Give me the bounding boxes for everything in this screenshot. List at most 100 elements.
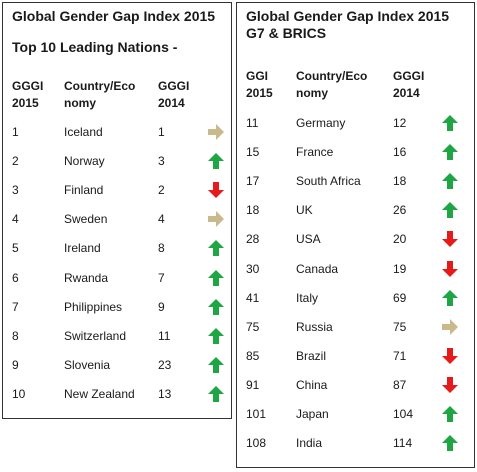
header-country-line2: nomy xyxy=(64,96,97,110)
rank-2014-cell: 16 xyxy=(393,145,407,160)
table-row: 11 Germany 12 xyxy=(237,112,474,134)
rank-2014-cell: 4 xyxy=(158,212,165,227)
arrow-down-icon xyxy=(208,182,224,199)
country-cell: Canada xyxy=(296,261,339,276)
table-row: 9 Slovenia 23 xyxy=(3,354,231,376)
rank-2014-cell: 11 xyxy=(158,328,171,343)
arrow-up-icon xyxy=(208,269,224,286)
table-row: 8 Switzerland 11 xyxy=(3,325,231,347)
country-cell: Ireland xyxy=(64,241,101,256)
arrow-up-icon xyxy=(208,356,224,373)
arrow-up-icon xyxy=(208,298,224,315)
g7-brics-title-line1: Global Gender Gap Index 2015 xyxy=(246,8,450,24)
arrow-down-icon xyxy=(442,260,458,277)
arrow-up-icon xyxy=(442,173,458,190)
table-row: 6 Rwanda 7 xyxy=(3,267,231,289)
arrow-up-icon xyxy=(208,240,224,257)
table-row: 30 Canada 19 xyxy=(237,258,474,280)
table-row: 15 France 16 xyxy=(237,141,474,163)
header-gggi-2015-line2: 2015 xyxy=(12,96,39,110)
rank-2015-cell: 2 xyxy=(12,154,19,169)
table-row: 41 Italy 69 xyxy=(237,287,474,309)
country-cell: Italy xyxy=(296,290,319,305)
table-row: 17 South Africa 18 xyxy=(237,170,474,192)
rank-2014-cell: 9 xyxy=(158,299,165,314)
arrow-right-icon xyxy=(442,318,458,335)
rank-2014-cell: 87 xyxy=(393,377,407,392)
country-cell: Philippines xyxy=(64,299,123,314)
rank-2015-cell: 15 xyxy=(246,145,260,160)
top10-panel: Global Gender Gap Index 2015 Top 10 Lead… xyxy=(2,2,232,419)
country-cell: New Zealand xyxy=(64,386,135,401)
country-cell: Slovenia xyxy=(64,357,111,372)
rank-2014-cell: 23 xyxy=(158,357,172,372)
rank-2014-cell: 7 xyxy=(158,270,165,285)
rank-2015-cell: 91 xyxy=(246,377,260,392)
top10-title-line2: Top 10 Leading Nations - xyxy=(12,39,178,55)
rank-2015-cell: 41 xyxy=(246,290,260,305)
arrow-up-icon xyxy=(208,153,224,170)
rank-2015-cell: 7 xyxy=(12,299,19,314)
rank-2014-cell: 75 xyxy=(393,319,407,334)
header-country-line2: nomy xyxy=(296,86,329,100)
header-gggi-2014-line2: 2014 xyxy=(158,96,185,110)
rank-2014-cell: 104 xyxy=(393,407,414,421)
table-row: 10 New Zealand 13 xyxy=(3,383,231,405)
arrow-up-icon xyxy=(442,115,458,131)
rank-2014-cell: 69 xyxy=(393,290,407,305)
table-row: 4 Sweden 4 xyxy=(3,208,231,230)
arrow-up-icon xyxy=(442,202,458,219)
header-gggi-2014-line2: 2014 xyxy=(393,86,420,100)
country-cell: Iceland xyxy=(64,125,103,139)
arrow-up-icon xyxy=(442,144,458,161)
rank-2015-cell: 10 xyxy=(12,386,26,401)
country-cell: Japan xyxy=(296,407,329,421)
rank-2015-cell: 17 xyxy=(246,174,260,189)
rank-2015-cell: 108 xyxy=(246,436,267,451)
arrow-up-icon xyxy=(208,327,224,344)
header-country-line1: Country/Eco xyxy=(296,69,368,83)
country-cell: Brazil xyxy=(296,348,327,363)
rank-2014-cell: 3 xyxy=(158,154,165,169)
table-row: 2 Norway 3 xyxy=(3,150,231,172)
rank-2014-cell: 18 xyxy=(393,174,407,189)
rank-2015-cell: 8 xyxy=(12,328,19,343)
table-row: 5 Ireland 8 xyxy=(3,237,231,259)
table-row: 18 UK 26 xyxy=(237,199,474,221)
arrow-down-icon xyxy=(442,347,458,364)
arrow-right-icon xyxy=(208,211,224,228)
country-cell: Switzerland xyxy=(64,328,127,343)
country-cell: UK xyxy=(296,203,313,218)
table-row: 108 India 114 xyxy=(237,432,474,454)
table-row: 101 Japan 104 xyxy=(237,403,474,425)
arrow-down-icon xyxy=(442,376,458,393)
rank-2015-cell: 5 xyxy=(12,241,19,256)
header-gggi-2014-line1: GGGI xyxy=(393,69,425,83)
rank-2015-cell: 101 xyxy=(246,407,267,421)
rank-2015-cell: 9 xyxy=(12,357,19,372)
rank-2014-cell: 13 xyxy=(158,386,172,401)
header-ggi-2015-line2: 2015 xyxy=(246,86,273,100)
rank-2014-cell: 114 xyxy=(393,436,413,451)
header-country-line1: Country/Eco xyxy=(64,79,136,93)
rank-2015-cell: 85 xyxy=(246,348,260,363)
rank-2015-cell: 3 xyxy=(12,183,19,198)
country-cell: Germany xyxy=(296,116,346,130)
header-ggi-2015-line1: GGI xyxy=(246,69,269,83)
country-cell: Norway xyxy=(64,154,105,169)
rank-2014-cell: 1 xyxy=(158,125,165,139)
rank-2014-cell: 20 xyxy=(393,232,407,247)
arrow-down-icon xyxy=(442,231,458,248)
arrow-right-icon xyxy=(208,124,224,140)
table-row: 75 Russia 75 xyxy=(237,316,474,338)
rank-2014-cell: 12 xyxy=(393,116,407,130)
rank-2014-cell: 71 xyxy=(393,348,407,363)
table-row: 3 Finland 2 xyxy=(3,179,231,201)
rank-2014-cell: 19 xyxy=(393,261,407,276)
table-row: 91 China 87 xyxy=(237,374,474,396)
rank-2014-cell: 26 xyxy=(393,203,407,218)
rank-2014-cell: 2 xyxy=(158,183,165,198)
rank-2015-cell: 18 xyxy=(246,203,260,218)
table-row: 85 Brazil 71 xyxy=(237,345,474,367)
country-cell: Finland xyxy=(64,183,104,198)
